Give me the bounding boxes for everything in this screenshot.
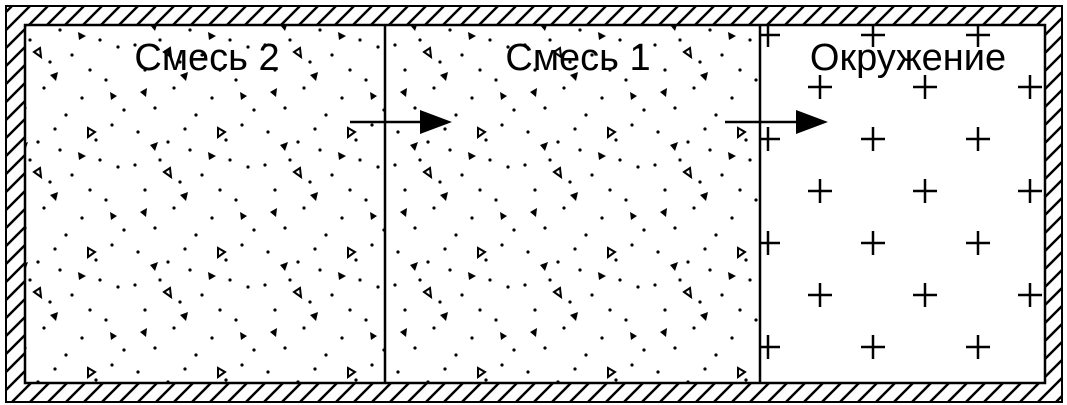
compartment-label: Смесь 2	[134, 37, 279, 79]
diagram: Смесь 2 Смесь 1 Окружение	[0, 0, 1067, 405]
compartment-label: Окружение	[810, 37, 1006, 79]
compartment-label: Смесь 1	[505, 37, 650, 79]
environment-particles	[761, 26, 1044, 382]
mixture-particles	[26, 26, 760, 382]
